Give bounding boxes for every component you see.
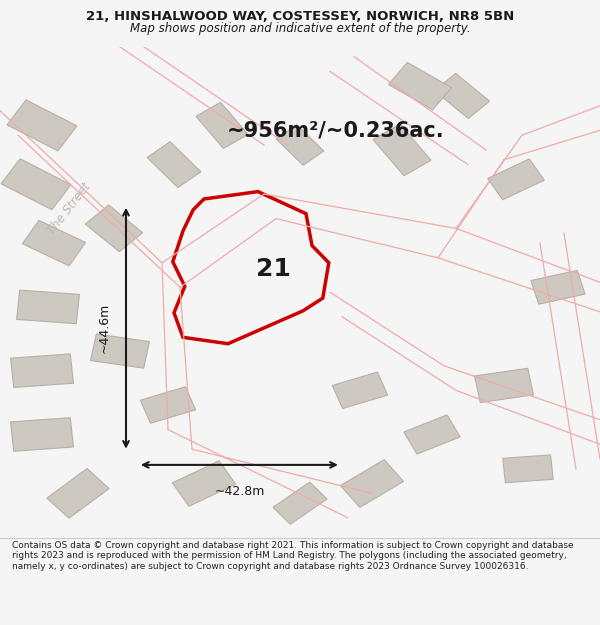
Text: Map shows position and indicative extent of the property.: Map shows position and indicative extent… bbox=[130, 22, 470, 35]
Polygon shape bbox=[172, 461, 236, 506]
Polygon shape bbox=[22, 221, 86, 266]
Polygon shape bbox=[531, 271, 585, 304]
Polygon shape bbox=[196, 102, 248, 149]
Polygon shape bbox=[273, 482, 327, 524]
Polygon shape bbox=[7, 100, 77, 151]
Polygon shape bbox=[85, 205, 143, 252]
Polygon shape bbox=[340, 459, 404, 508]
Polygon shape bbox=[47, 469, 109, 518]
Polygon shape bbox=[91, 334, 149, 368]
Text: 21, HINSHALWOOD WAY, COSTESSEY, NORWICH, NR8 5BN: 21, HINSHALWOOD WAY, COSTESSEY, NORWICH,… bbox=[86, 10, 514, 23]
Polygon shape bbox=[488, 159, 544, 200]
Polygon shape bbox=[373, 124, 431, 176]
Text: Contains OS data © Crown copyright and database right 2021. This information is : Contains OS data © Crown copyright and d… bbox=[12, 541, 574, 571]
Polygon shape bbox=[11, 418, 73, 451]
Polygon shape bbox=[388, 62, 452, 110]
Text: 21: 21 bbox=[256, 257, 290, 281]
Text: ~956m²/~0.236ac.: ~956m²/~0.236ac. bbox=[227, 120, 445, 140]
Polygon shape bbox=[140, 387, 196, 423]
Text: ~42.8m: ~42.8m bbox=[214, 486, 265, 499]
Polygon shape bbox=[475, 368, 533, 402]
Polygon shape bbox=[404, 415, 460, 454]
Polygon shape bbox=[276, 125, 324, 165]
Polygon shape bbox=[1, 159, 71, 210]
Polygon shape bbox=[503, 455, 553, 482]
Polygon shape bbox=[11, 354, 73, 388]
Polygon shape bbox=[17, 290, 79, 324]
Polygon shape bbox=[147, 142, 201, 188]
Text: The Street: The Street bbox=[45, 181, 93, 237]
Polygon shape bbox=[332, 372, 388, 409]
Text: ~44.6m: ~44.6m bbox=[98, 303, 111, 353]
Polygon shape bbox=[434, 73, 490, 119]
